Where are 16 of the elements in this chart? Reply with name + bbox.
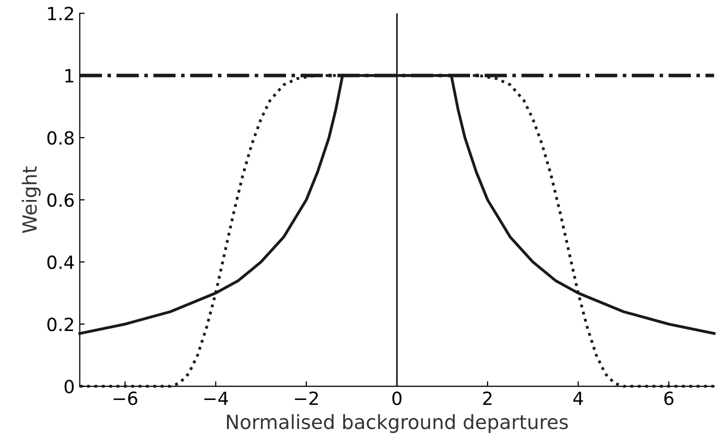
y-tick-label: 0.6	[47, 193, 74, 207]
y-tick-label: 1.2	[48, 6, 74, 20]
x-tick-label: −4	[204, 392, 228, 405]
x-tick-label: 4	[573, 392, 583, 405]
x-tick-label: 6	[664, 391, 674, 406]
x-tick-label: −2	[294, 391, 318, 405]
y-tick-label: 0.4	[47, 255, 74, 270]
y-tick-label: 0	[64, 380, 74, 394]
y-tick-label: 0.8	[47, 131, 74, 145]
y-axis-title: Weight	[22, 166, 41, 234]
y-tick-label: 0.2	[47, 318, 74, 332]
x-tick-label: 2	[483, 391, 492, 405]
x-tick-label: 0	[392, 391, 402, 406]
x-tick-label: −6	[114, 391, 138, 406]
x-axis-title: Normalised background departures	[226, 414, 568, 433]
y-tick-label: 1	[65, 69, 74, 82]
